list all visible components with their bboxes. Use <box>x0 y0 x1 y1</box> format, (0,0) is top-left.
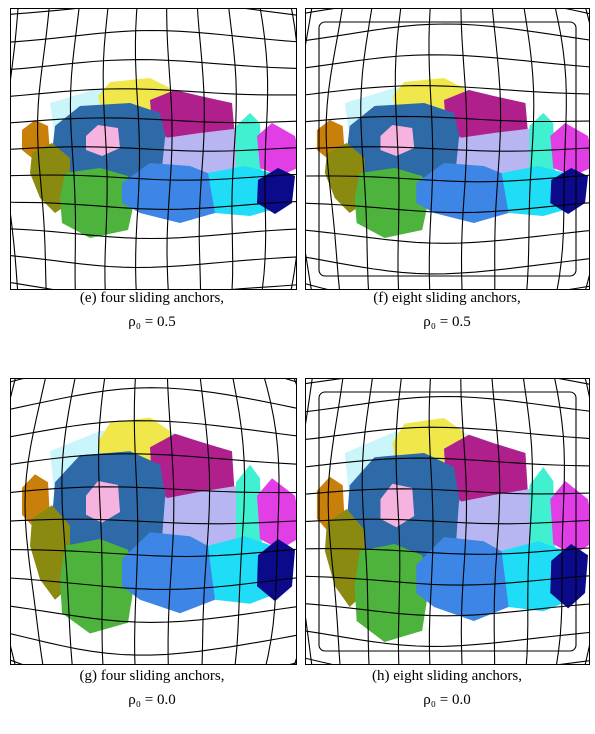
caption-formula: ρ₀ = 0.0 <box>128 692 175 708</box>
caption-formula: ρ₀ = 0.5 <box>423 314 470 330</box>
grid-line <box>5 0 20 313</box>
grid-line <box>0 228 331 239</box>
grid-line <box>267 227 595 244</box>
panel <box>0 321 351 721</box>
region <box>550 481 595 555</box>
grid-line <box>276 627 595 647</box>
segmentation <box>317 78 595 238</box>
segmentation <box>22 78 302 238</box>
caption: (g) four sliding anchors, <box>80 668 225 684</box>
panel <box>261 334 595 708</box>
grid-line <box>274 252 595 274</box>
segmentation <box>317 418 595 642</box>
caption: (e) four sliding anchors, <box>80 290 224 306</box>
grid-line <box>279 0 595 20</box>
grid-line <box>280 366 595 390</box>
grid-line <box>275 397 595 416</box>
grid-line <box>269 55 595 72</box>
caption: (h) eight sliding anchors, <box>372 668 522 684</box>
caption-formula: ρ₀ = 0.5 <box>128 314 175 330</box>
panel <box>258 0 595 336</box>
page: (e) four sliding anchors, ρ₀ = 0.5 (f) e… <box>0 0 595 734</box>
panel <box>0 0 333 326</box>
figure: (e) four sliding anchors, ρ₀ = 0.5 (f) e… <box>0 0 595 734</box>
caption-formula: ρ₀ = 0.0 <box>423 692 470 708</box>
region <box>257 478 302 550</box>
caption: (f) eight sliding anchors, <box>373 290 520 306</box>
grid-line <box>0 31 327 44</box>
grid-line <box>0 60 329 72</box>
grid-line <box>0 355 327 392</box>
grid-line <box>0 253 327 267</box>
grid-line <box>274 24 595 45</box>
